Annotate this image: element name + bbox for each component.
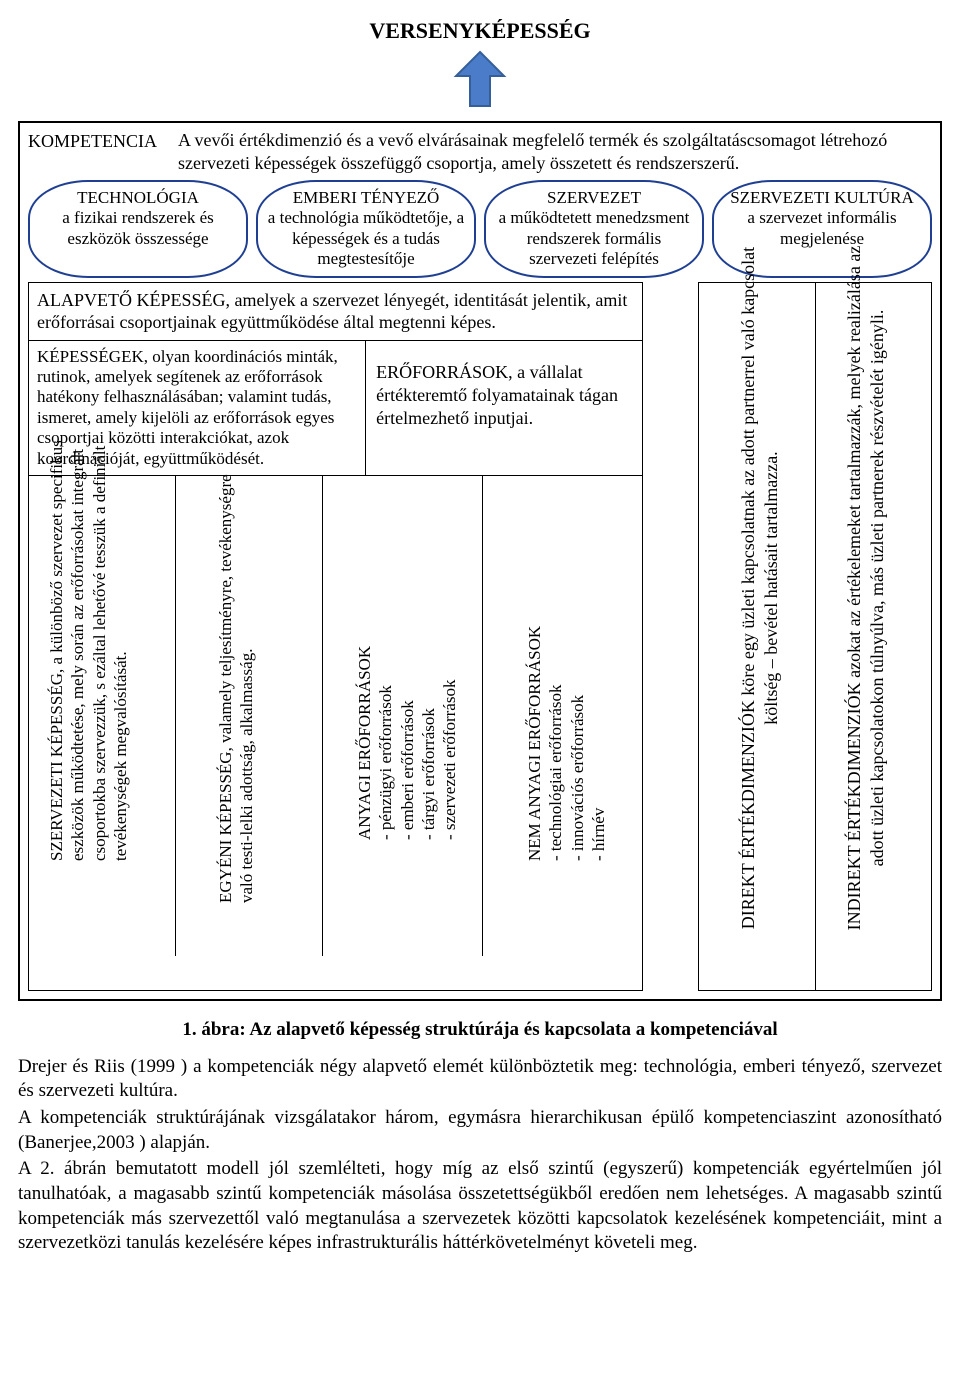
cell-indirekt: INDIREKT ÉRTÉKDIMENZIÓK azokat az értéke… <box>816 283 932 990</box>
bubble-body: a technológia működtetője, a képességek … <box>268 208 464 268</box>
bubble-body: a fizikai rendszerek és eszközök összess… <box>62 208 214 247</box>
bottom-row: SZERVEZETI KÉPESSÉG, a különböző szervez… <box>29 476 642 956</box>
paragraph: A 2. ábrán bemutatott modell jól szemlél… <box>18 1157 942 1256</box>
kompetencia-text: A vevői értékdimenzió és a vevő elvárása… <box>178 129 932 174</box>
bubble-head: SZERVEZET <box>492 188 696 208</box>
cell-egyeni-kepesseg: EGYÉNI KÉPESSÉG, valamely teljesítményre… <box>176 476 323 956</box>
cell-direkt: DIREKT ÉRTÉKDIMENZIÓK köre egy üzleti ka… <box>699 283 816 990</box>
bubble-szervezet: SZERVEZET a működtetett menedzsment rend… <box>484 180 704 278</box>
bubble-head: EMBERI TÉNYEZŐ <box>264 188 468 208</box>
rot-text: NEM ANYAGI ERŐFORRÁSOK - technológiai er… <box>524 401 609 861</box>
up-arrow <box>18 50 942 113</box>
rot-text: INDIREKT ÉRTÉKDIMENZIÓK azokat az értéke… <box>843 243 890 933</box>
kompetencia-label: KOMPETENCIA <box>28 129 178 174</box>
bubble-body: a szervezet informális megjelenése <box>747 208 896 247</box>
paragraph: A kompetenciák struktúrájának vizsgálata… <box>18 1106 942 1155</box>
diagram-frame: KOMPETENCIA A vevői értékdimenzió és a v… <box>18 121 942 1001</box>
bubble-technologia: TECHNOLÓGIA a fizikai rendszerek és eszk… <box>28 180 248 278</box>
rot-text: EGYÉNI KÉPESSÉG, valamely teljesítményre… <box>215 443 258 903</box>
figure-caption: 1. ábra: Az alapvető képesség struktúráj… <box>18 1019 942 1041</box>
cell-szervezeti-kepesseg: SZERVEZETI KÉPESSÉG, a különböző szervez… <box>29 476 176 956</box>
bubble-head: SZERVEZETI KULTÚRA <box>720 188 924 208</box>
cell-nem-anyagi-eroforrasok: NEM ANYAGI ERŐFORRÁSOK - technológiai er… <box>483 476 642 956</box>
kompetencia-row: KOMPETENCIA A vevői értékdimenzió és a v… <box>28 129 932 174</box>
cell-anyagi-eroforrasok: ANYAGI ERŐFORRÁSOK - pénzügyi erőforráso… <box>323 476 482 956</box>
rot-text: ANYAGI ERŐFORRÁSOK - pénzügyi erőforráso… <box>354 380 460 840</box>
rot-text: DIREKT ÉRTÉKDIMENZIÓK köre egy üzleti ka… <box>737 243 784 933</box>
rot-text: SZERVEZETI KÉPESSÉG, a különböző szervez… <box>46 401 131 861</box>
page-title: VERSENYKÉPESSÉG <box>18 18 942 44</box>
bubble-body: a működtetett menedzsment rendszerek for… <box>499 208 690 268</box>
bubble-head: TECHNOLÓGIA <box>36 188 240 208</box>
left-block: ALAPVETŐ KÉPESSÉG, amelyek a szervezet l… <box>28 282 643 991</box>
lower-row: ALAPVETŐ KÉPESSÉG, amelyek a szervezet l… <box>28 282 932 991</box>
bubble-row: TECHNOLÓGIA a fizikai rendszerek és eszk… <box>28 180 932 278</box>
alapveto-cell: ALAPVETŐ KÉPESSÉG, amelyek a szervezet l… <box>29 283 642 341</box>
paragraph: Drejer és Riis (1999 ) a kompetenciák né… <box>18 1055 942 1104</box>
bubble-emberi: EMBERI TÉNYEZŐ a technológia működtetője… <box>256 180 476 278</box>
